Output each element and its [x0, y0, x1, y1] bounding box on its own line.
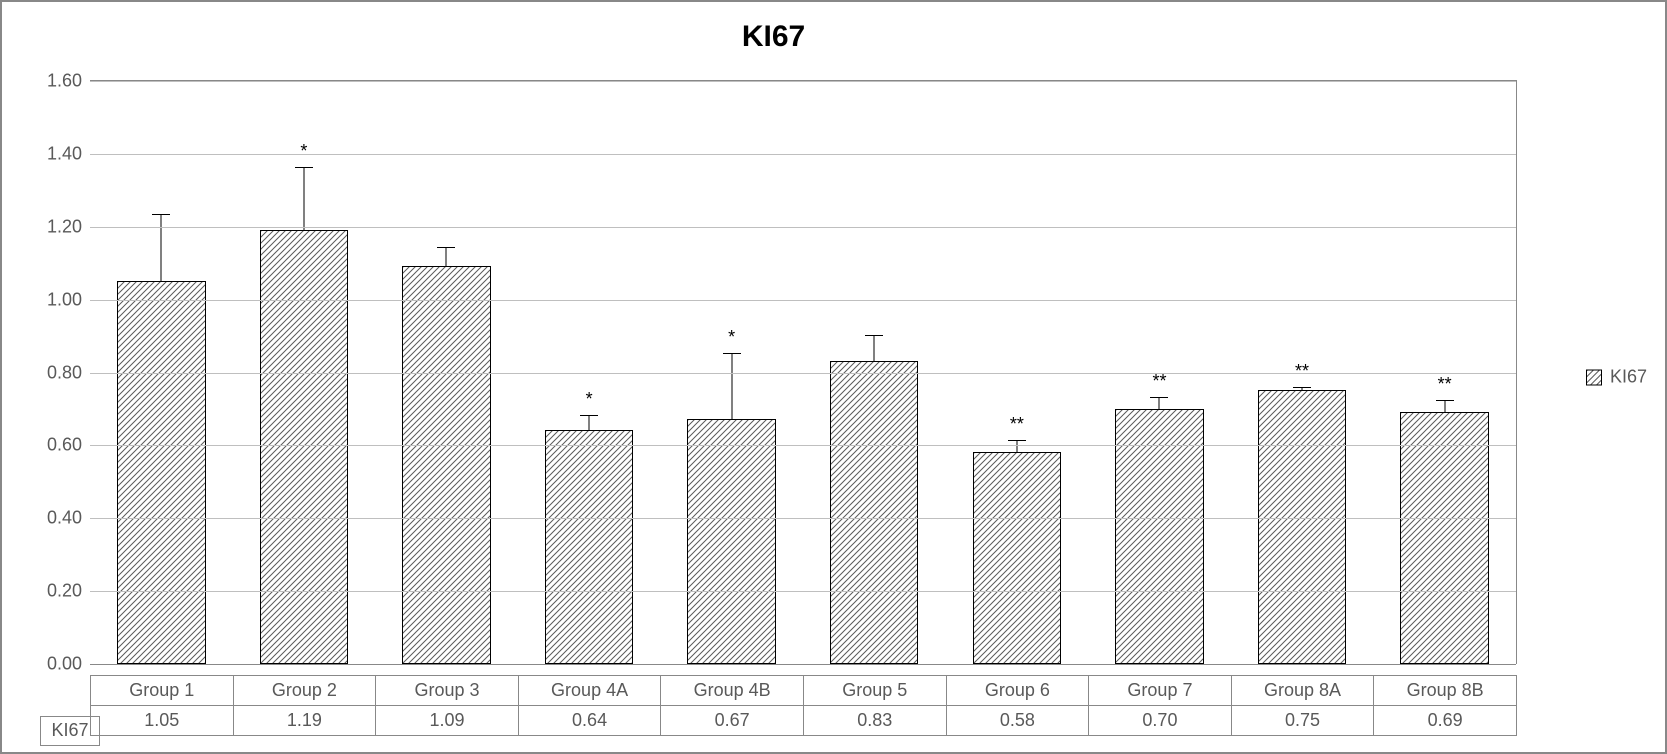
table-category-cell: Group 4A — [518, 676, 661, 706]
gridline — [90, 154, 1516, 155]
error-cap — [723, 353, 741, 354]
error-bar — [1444, 401, 1445, 412]
gridline — [90, 373, 1516, 374]
ytick-label: 0.40 — [47, 508, 90, 529]
legend-swatch — [1586, 369, 1602, 385]
error-cap — [1293, 387, 1311, 388]
ytick-label: 1.40 — [47, 143, 90, 164]
table-category-cell: Group 7 — [1089, 676, 1232, 706]
error-cap — [1436, 400, 1454, 401]
gridline — [90, 81, 1516, 82]
data-table: Group 1Group 2Group 3Group 4AGroup 4BGro… — [90, 675, 1517, 736]
bar — [1258, 390, 1346, 664]
table-category-cell: Group 2 — [233, 676, 376, 706]
gridline — [90, 591, 1516, 592]
error-cap — [437, 247, 455, 248]
table-category-cell: Group 6 — [946, 676, 1089, 706]
significance-label: ** — [1010, 414, 1024, 435]
error-bar — [589, 416, 590, 431]
chart-title: KI67 — [10, 20, 1537, 54]
table-value-cell: 0.64 — [518, 706, 661, 736]
error-bar — [1016, 441, 1017, 452]
table-value-cell: 0.69 — [1374, 706, 1517, 736]
error-cap — [152, 214, 170, 215]
table-value-cell: 1.05 — [91, 706, 234, 736]
error-bar — [731, 354, 732, 420]
table-row-values: 1.051.191.090.640.670.830.580.700.750.69 — [91, 706, 1517, 736]
bar — [830, 361, 918, 664]
ytick-label: 0.20 — [47, 581, 90, 602]
table-category-cell: Group 8B — [1374, 676, 1517, 706]
bar — [687, 419, 775, 664]
table-value-cell: 0.83 — [803, 706, 946, 736]
table-category-cell: Group 5 — [803, 676, 946, 706]
gridline — [90, 445, 1516, 446]
plot-area: *********** 0.000.200.400.600.801.001.20… — [90, 80, 1517, 664]
table-category-cell: Group 3 — [376, 676, 519, 706]
ytick-label: 0.60 — [47, 435, 90, 456]
error-bar — [1159, 398, 1160, 409]
ytick-label: 1.60 — [47, 71, 90, 92]
table-value-cell: 0.67 — [661, 706, 804, 736]
error-cap — [295, 167, 313, 168]
error-bar — [303, 168, 304, 230]
bar — [1400, 412, 1488, 664]
ytick-label: 0.80 — [47, 362, 90, 383]
table-value-cell: 1.19 — [233, 706, 376, 736]
bar — [1115, 409, 1203, 665]
ytick-label: 1.20 — [47, 216, 90, 237]
error-cap — [580, 415, 598, 416]
table-category-cell: Group 8A — [1231, 676, 1374, 706]
ytick-label: 0.00 — [47, 654, 90, 675]
ytick-label: 1.00 — [47, 289, 90, 310]
error-cap — [1008, 440, 1026, 441]
significance-label: * — [586, 389, 593, 410]
table-value-cell: 0.58 — [946, 706, 1089, 736]
legend-label: KI67 — [1610, 367, 1647, 388]
gridline — [90, 227, 1516, 228]
table-category-cell: Group 1 — [91, 676, 234, 706]
error-cap — [1150, 397, 1168, 398]
legend: KI67 — [1586, 367, 1647, 388]
table-value-cell: 0.75 — [1231, 706, 1374, 736]
table-value-cell: 1.09 — [376, 706, 519, 736]
error-bar — [161, 215, 162, 281]
gridline — [90, 664, 1516, 665]
bar — [973, 452, 1061, 664]
bar — [545, 430, 633, 664]
significance-label: * — [300, 141, 307, 162]
table-value-cell: 0.70 — [1089, 706, 1232, 736]
bar — [117, 281, 205, 664]
table-row-categories: Group 1Group 2Group 3Group 4AGroup 4BGro… — [91, 676, 1517, 706]
gridline — [90, 518, 1516, 519]
significance-label: * — [728, 327, 735, 348]
bar — [402, 266, 490, 664]
chart-inner: KI67 *********** 0.000.200.400.600.801.0… — [10, 10, 1657, 744]
bar — [260, 230, 348, 664]
error-bar — [1302, 388, 1303, 390]
chart-container: KI67 *********** 0.000.200.400.600.801.0… — [0, 0, 1667, 754]
error-bar — [446, 248, 447, 266]
error-bar — [874, 336, 875, 362]
gridline — [90, 300, 1516, 301]
table-category-cell: Group 4B — [661, 676, 804, 706]
significance-label: ** — [1438, 374, 1452, 395]
significance-label: ** — [1152, 371, 1166, 392]
error-cap — [865, 335, 883, 336]
